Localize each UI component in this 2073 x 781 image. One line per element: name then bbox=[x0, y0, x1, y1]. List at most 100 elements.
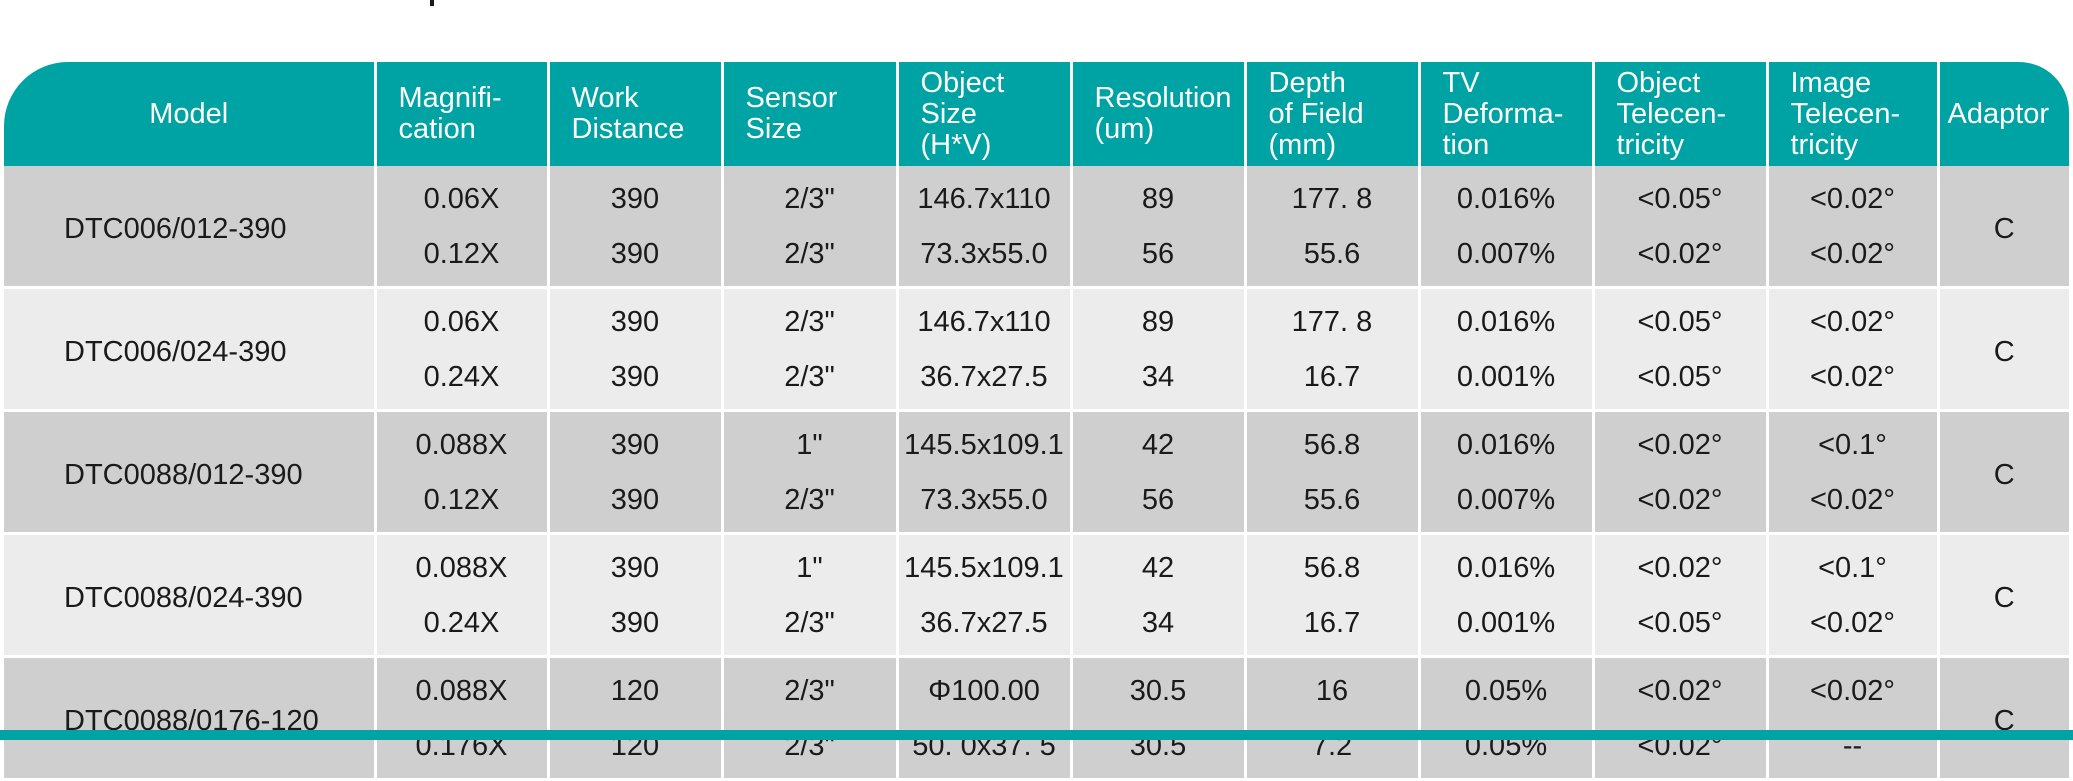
depth-of-field-cell: 56.8 bbox=[1243, 533, 1421, 596]
tv-deformation-cell: 0.007% bbox=[1417, 227, 1595, 288]
adaptor-cell: C bbox=[1936, 656, 2069, 780]
work-distance-cell: 390 bbox=[546, 533, 724, 596]
resolution-cell: 56 bbox=[1069, 227, 1247, 288]
spec-table: Model Magnifi- cation Work Distance Sens… bbox=[4, 62, 2069, 781]
tv-deformation-cell: 0.016% bbox=[1417, 533, 1595, 596]
work-distance-cell: 390 bbox=[546, 596, 724, 657]
model-cell: DTC0088/024-390 bbox=[4, 533, 377, 657]
sensor-size-cell: 2/3" bbox=[720, 287, 899, 350]
work-distance-cell: 390 bbox=[546, 473, 724, 534]
tv-deformation-cell: 0.016% bbox=[1417, 166, 1595, 227]
tv-deformation-cell: 0.007% bbox=[1417, 473, 1595, 534]
object-size-cell: Φ100.00 bbox=[895, 656, 1073, 719]
model-cell: DTC0088/0176-120 bbox=[4, 656, 377, 780]
resolution-cell: 30.5 bbox=[1069, 719, 1247, 780]
model-cell: DTC006/024-390 bbox=[4, 287, 377, 411]
object-telecentricity-cell: <0.05° bbox=[1591, 350, 1769, 411]
image-telecentricity-cell: <0.02° bbox=[1765, 166, 1940, 227]
image-telecentricity-cell: <0.02° bbox=[1765, 350, 1940, 411]
table-row: DTC0088/012-390 0.088X 390 1" 145.5x109.1 42 5… bbox=[4, 410, 2069, 534]
table-row: 0.24X 390 2/3" 36.7x27.5 34 16.7 0.001% <0.05° <… bbox=[4, 596, 2069, 657]
object-size-cell: 50. 0x37. 5 bbox=[895, 719, 1073, 780]
resolution-cell: 56 bbox=[1069, 473, 1247, 534]
magnification-cell: 0.176X bbox=[373, 719, 550, 780]
object-telecentricity-cell: <0.02° bbox=[1591, 473, 1769, 534]
object-size-cell: 36.7x27.5 bbox=[895, 350, 1073, 411]
object-size-cell: 73.3x55.0 bbox=[895, 227, 1073, 288]
work-distance-cell: 120 bbox=[546, 656, 724, 719]
adaptor-cell: C bbox=[1936, 287, 2069, 411]
sensor-size-cell: 2/3" bbox=[720, 596, 899, 657]
col-header-tv-deformation: TV Deforma- tion bbox=[1417, 62, 1595, 166]
resolution-cell: 89 bbox=[1069, 166, 1247, 227]
image-telecentricity-cell: <0.02° bbox=[1765, 656, 1940, 719]
resolution-cell: 34 bbox=[1069, 350, 1247, 411]
object-telecentricity-cell: <0.05° bbox=[1591, 596, 1769, 657]
depth-of-field-cell: 55.6 bbox=[1243, 227, 1421, 288]
object-telecentricity-cell: <0.02° bbox=[1591, 719, 1769, 780]
depth-of-field-cell: 7.2 bbox=[1243, 719, 1421, 780]
resolution-cell: 42 bbox=[1069, 533, 1247, 596]
col-header-object-size: Object Size (H*V) bbox=[895, 62, 1073, 166]
table-row: DTC0088/024-390 0.088X 390 1" 145.5x109.1 42 5… bbox=[4, 533, 2069, 657]
col-header-model: Model bbox=[4, 62, 377, 166]
col-header-adaptor: Adaptor bbox=[1936, 62, 2069, 166]
image-telecentricity-cell: -- bbox=[1765, 719, 1940, 780]
magnification-cell: 0.088X bbox=[373, 656, 550, 719]
depth-of-field-cell: 16.7 bbox=[1243, 350, 1421, 411]
magnification-cell: 0.088X bbox=[373, 533, 550, 596]
image-telecentricity-cell: <0.1° bbox=[1765, 410, 1940, 473]
magnification-cell: 0.24X bbox=[373, 350, 550, 411]
bottom-accent-bar bbox=[0, 730, 2073, 740]
magnification-cell: 0.12X bbox=[373, 227, 550, 288]
table-row: DTC006/012-390 0.06X 390 2/3" 146.7x110 89 177… bbox=[4, 166, 2069, 288]
resolution-cell: 34 bbox=[1069, 596, 1247, 657]
col-header-depth-of-field: Depth of Field (mm) bbox=[1243, 62, 1421, 166]
tv-deformation-cell: 0.016% bbox=[1417, 410, 1595, 473]
sensor-size-cell: 2/3" bbox=[720, 350, 899, 411]
depth-of-field-cell: 177. 8 bbox=[1243, 166, 1421, 227]
work-distance-cell: 390 bbox=[546, 166, 724, 227]
col-header-sensor-size: Sensor Size bbox=[720, 62, 899, 166]
image-telecentricity-cell: <0.02° bbox=[1765, 287, 1940, 350]
work-distance-cell: 120 bbox=[546, 719, 724, 780]
magnification-cell: 0.12X bbox=[373, 473, 550, 534]
sensor-size-cell: 2/3" bbox=[720, 166, 899, 227]
resolution-cell: 30.5 bbox=[1069, 656, 1247, 719]
table-row: 0.24X 390 2/3" 36.7x27.5 34 16.7 0.001% <0.05° <… bbox=[4, 350, 2069, 411]
object-size-cell: 36.7x27.5 bbox=[895, 596, 1073, 657]
depth-of-field-cell: 177. 8 bbox=[1243, 287, 1421, 350]
header-row: Model Magnifi- cation Work Distance Sens… bbox=[4, 62, 2069, 166]
table-body: DTC006/012-390 0.06X 390 2/3" 146.7x110 89 177… bbox=[4, 166, 2069, 780]
sensor-size-cell: 1" bbox=[720, 410, 899, 473]
tv-deformation-cell: 0.05% bbox=[1417, 656, 1595, 719]
col-header-object-telecentricity: Object Telecen- tricity bbox=[1591, 62, 1769, 166]
sensor-size-cell: 2/3" bbox=[720, 656, 899, 719]
work-distance-cell: 390 bbox=[546, 227, 724, 288]
depth-of-field-cell: 56.8 bbox=[1243, 410, 1421, 473]
resolution-cell: 42 bbox=[1069, 410, 1247, 473]
object-telecentricity-cell: <0.02° bbox=[1591, 227, 1769, 288]
col-header-magnification: Magnifi- cation bbox=[373, 62, 550, 166]
sensor-size-cell: 2/3" bbox=[720, 473, 899, 534]
tv-deformation-cell: 0.001% bbox=[1417, 350, 1595, 411]
table-row: DTC0088/0176-120 0.088X 120 2/3" Φ100.00 30.5… bbox=[4, 656, 2069, 780]
sensor-size-cell: 2/3" bbox=[720, 227, 899, 288]
image-telecentricity-cell: <0.1° bbox=[1765, 533, 1940, 596]
object-size-cell: 146.7x110 bbox=[895, 287, 1073, 350]
image-telecentricity-cell: <0.02° bbox=[1765, 473, 1940, 534]
object-telecentricity-cell: <0.02° bbox=[1591, 656, 1769, 719]
depth-of-field-cell: 16.7 bbox=[1243, 596, 1421, 657]
adaptor-cell: C bbox=[1936, 410, 2069, 534]
header-fragment-mark bbox=[430, 0, 434, 6]
magnification-cell: 0.088X bbox=[373, 410, 550, 473]
adaptor-cell: C bbox=[1936, 533, 2069, 657]
sensor-size-cell: 1" bbox=[720, 533, 899, 596]
magnification-cell: 0.06X bbox=[373, 287, 550, 350]
work-distance-cell: 390 bbox=[546, 350, 724, 411]
table-row: 0.12X 390 2/3" 73.3x55.0 56 55.6 0.007% <0.02° <… bbox=[4, 227, 2069, 288]
sensor-size-cell: 2/3" bbox=[720, 719, 899, 780]
table-header: Model Magnifi- cation Work Distance Sens… bbox=[4, 62, 2069, 166]
object-size-cell: 146.7x110 bbox=[895, 166, 1073, 227]
object-telecentricity-cell: <0.02° bbox=[1591, 410, 1769, 473]
